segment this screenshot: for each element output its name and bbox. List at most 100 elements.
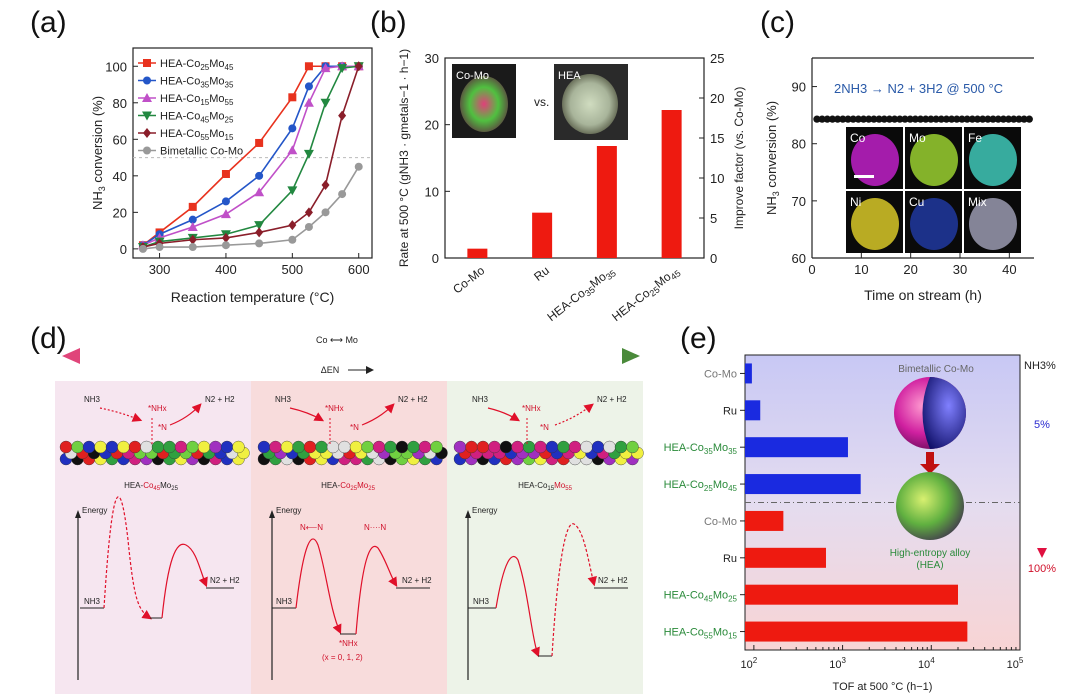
b-category-label-2: HEA-Co35Mo35 [544,263,617,325]
c-point-41 [1025,115,1033,123]
e-side-label: NH3% [1024,360,1056,372]
c-point-14 [885,115,894,123]
c1-products: N2 + H2 [205,395,235,404]
c2-catalyst-name: HEA-Co25Mo25 [321,481,376,492]
c-point-33 [984,115,992,123]
plot-frame-a [132,47,373,259]
atom-0-2-1 [71,440,84,454]
panel-label-a: (a) [30,6,67,39]
d2-nh3-label: NH3 [276,597,293,606]
bimetallic-particle-blue [922,377,966,449]
e-x-tick-label-3: 103 [829,656,846,671]
panel-c-stability-chart: 0 10 20 30 40 60 70 80 90 Time on stream (h) NH3 c… [764,57,1034,303]
y-axis-label-a: NH3 conversion (%) [90,96,107,210]
c-point-36 [999,115,1008,123]
atom-2-2-15 [626,440,639,454]
b-y-tick-label-10: 10 [425,184,439,199]
atom-1-2-12 [395,440,409,454]
atom-2-2-9 [557,440,570,454]
e-down-arrow-head [920,464,940,474]
atom-0-2-11 [186,440,199,454]
eds-map-particle-3 [851,198,899,250]
atom-2-2-13 [603,440,616,454]
c1-n: *N [158,423,167,432]
c-point-16 [896,115,904,123]
c-point-13 [880,115,888,123]
bar-b-2 [596,146,617,258]
point-a-0-5 [288,93,297,102]
e-bar-7 [745,621,968,642]
inset-hea-particle [562,74,618,134]
point-a-5-4 [255,239,264,248]
bar-b-1 [532,212,553,258]
hea-particle-illustration [896,472,964,540]
eds-scale-bar [854,175,874,178]
point-a-4-6 [304,207,313,218]
e-category-label-5: Ru [723,553,737,565]
eds-map-label-3: Ni [850,195,861,209]
c-point-23 [932,115,940,123]
y-tick-label-20: 20 [113,205,127,220]
e-annot-bimetallic: Bimetallic Co-Mo [898,364,974,375]
atom-1-2-2 [280,440,294,454]
c-x-tick-label-20: 20 [903,262,917,277]
atom-2-2-0 [453,440,467,454]
co-mo-axis-label: Co ⟷ Mo [316,335,358,345]
panel-d-mechanism-diagram: Co ⟷ Mo ΔEN NH3 *NHx *N N2 + H2 NH3 *NHx… [55,335,644,694]
catalyst-surfaces [59,440,644,466]
atom-1-2-13 [407,440,420,454]
c-point-17 [901,115,909,123]
e-category-label-6: HEA-Co45Mo25 [664,590,738,604]
atom-0-2-3 [94,440,107,454]
point-a-4-4 [255,227,264,238]
c-point-0 [813,115,821,123]
d1-products-label: N2 + H2 [210,576,240,585]
c-reaction-label: 2NH3 → N2 + 3H2 @ 500 °C [834,81,1003,96]
legend-marker-0 [143,59,151,67]
surface-3 [453,440,644,466]
e-x-tick-label-2: 102 [741,656,758,671]
e-category-label-2: HEA-Co35Mo35 [664,442,738,456]
atom-0-2-2 [82,440,96,454]
point-a-2-5 [287,145,298,155]
point-a-5-7 [321,208,330,217]
column-bg-co25mo25 [251,381,447,694]
b-y2-tick-label-25: 25 [710,51,724,66]
c-point-31 [973,115,982,123]
c1-nh3: NH3 [84,395,101,404]
atom-2-2-7 [534,440,547,454]
eds-map-particle-0 [851,134,899,186]
c2-arrow-desorb [361,403,395,426]
d1-energy-label: Energy [82,506,107,515]
atom-1-2-11 [384,440,397,454]
point-a-4-7 [321,179,330,190]
c-point-29 [963,115,971,123]
plot-frame-b [444,57,705,259]
c2-nh3: NH3 [275,395,292,404]
c-point-26 [948,115,956,123]
atom-1-2-6 [326,440,340,454]
e-down-arrow-shaft [926,452,934,464]
legend-label-0: HEA-Co25Mo45 [160,58,234,72]
eds-map-particle-1 [910,134,958,186]
c-point-25 [942,115,951,123]
panel-e-tof-chart: Co-Mo Ru HEA-Co35Mo35 HEA-Co25Mo45 Co-Mo Ru HE… [664,354,1056,693]
atom-1-2-3 [292,440,305,454]
c1-catalyst-name: HEA-Co45Mo25 [124,481,179,492]
b-y2-tick-label-0: 0 [710,251,717,266]
atom-2-2-14 [614,440,628,454]
series-line-a-3 [142,65,359,248]
atom-1-2-8 [349,440,363,454]
c-point-4 [834,115,842,123]
legend-marker-1 [143,76,151,85]
point-a-1-3 [221,197,230,206]
c1-arrow-adsorb [99,407,143,422]
e-side-bottom-label: 100% [1028,563,1056,575]
d2-nhx-label: *NHx [339,639,358,648]
atom-1-2-14 [418,440,432,454]
legend-marker-4 [143,128,151,138]
e-bar-1 [745,400,761,421]
c-point-38 [1010,115,1018,123]
eds-map-particle-2 [969,134,1017,186]
point-a-0-2 [188,202,197,211]
